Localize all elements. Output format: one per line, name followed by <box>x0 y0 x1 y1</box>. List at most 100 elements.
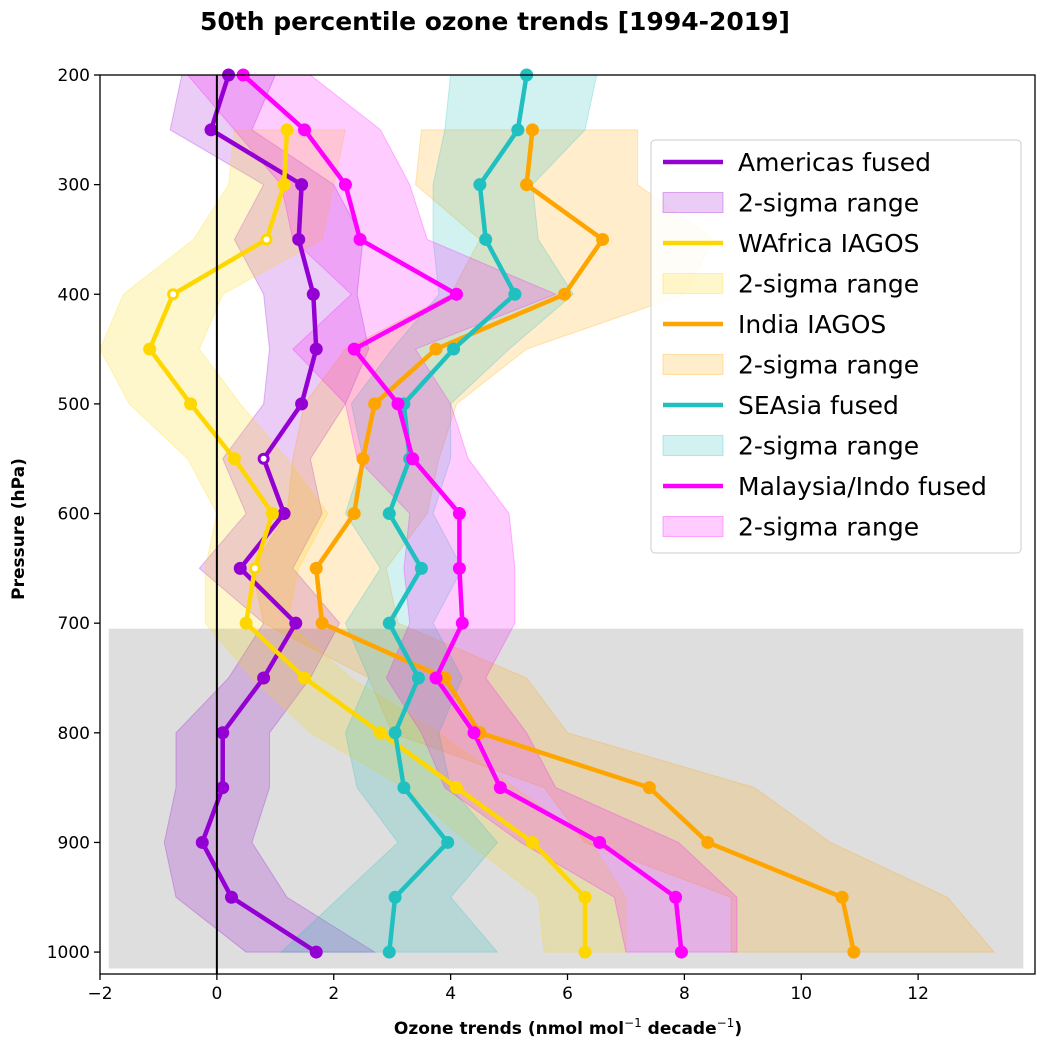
india-iagos-point <box>835 890 849 904</box>
americas-fused-point <box>216 781 230 795</box>
y-axis-label: Pressure (hPa) <box>9 458 29 600</box>
wafrica-iagos-line <box>147 127 588 955</box>
axes: −2 0 2 4 6 8 10 12 200 300 400 500 600 700 800 900 1000 <box>47 66 1036 1004</box>
india-iagos-point <box>347 507 361 521</box>
chart-title: 50th percentile ozone trends [1994-2019] <box>200 7 790 36</box>
americas-fused-band-legend-swatch <box>662 192 724 213</box>
americas-fused-point <box>289 616 303 630</box>
x-tick-label: −2 <box>87 984 112 1004</box>
wafrica-iagos-sigma-band <box>99 129 627 953</box>
seasia-fused-point <box>508 287 522 301</box>
india-iagos-point <box>309 561 323 575</box>
x-tick-label: 6 <box>562 984 573 1004</box>
wafrica-iagos-point <box>260 233 273 246</box>
malaysia-indo-fused-band-legend-swatch <box>662 516 724 537</box>
seasia-fused-point <box>414 561 428 575</box>
wafrica-iagos-band-legend-label: 2-sigma range <box>738 270 919 299</box>
india-iagos-line <box>313 127 857 955</box>
seasia-fused-band-legend-label: 2-sigma range <box>738 432 919 461</box>
americas-fused-point <box>277 507 291 521</box>
india-iagos-legend-label: India IAGOS <box>738 310 886 339</box>
americas-fused-point <box>224 890 238 904</box>
india-iagos-point <box>596 232 610 246</box>
seasia-fused-legend-label: SEAsia fused <box>738 391 899 420</box>
seasia-fused-point <box>479 232 493 246</box>
wafrica-iagos-point <box>578 945 592 959</box>
seasia-fused-point <box>511 123 525 137</box>
shaded-region <box>108 628 1024 969</box>
wafrica-iagos-legend-label: WAfrica IAGOS <box>738 229 920 258</box>
malaysia-indo-fused-legend-label: Malaysia/Indo fused <box>738 472 987 501</box>
legend: Americas fused 2-sigma range WAfrica IAGOS… <box>650 139 1022 554</box>
americas-fused-point <box>295 178 309 192</box>
y-tick-label: 600 <box>58 505 90 525</box>
americas-fused-point <box>257 452 270 465</box>
americas-fused-point <box>309 342 323 356</box>
malaysia-indo-fused-point <box>455 616 469 630</box>
seasia-fused-point <box>388 726 402 740</box>
india-iagos-band-legend-swatch <box>662 354 724 375</box>
x-tick-label: 10 <box>790 984 812 1004</box>
malaysia-indo-fused-point <box>669 890 683 904</box>
y-tick-label: 800 <box>58 724 90 744</box>
india-iagos-sigma-band <box>251 129 996 953</box>
x-axis-label: Ozone trends (nmol mol−1 decade−1) <box>394 1016 742 1039</box>
y-tick-label: 700 <box>58 614 90 634</box>
wafrica-iagos-point <box>248 562 261 575</box>
india-iagos-point <box>520 178 534 192</box>
americas-fused-point <box>204 123 218 137</box>
india-iagos-point <box>701 835 715 849</box>
india-iagos-point <box>847 945 861 959</box>
seasia-fused-band-legend-swatch <box>662 435 724 456</box>
x-tick-label: 12 <box>907 984 929 1004</box>
malaysia-indo-fused-point <box>452 561 466 575</box>
seasia-fused-point <box>382 507 396 521</box>
x-tick-label: 0 <box>211 984 222 1004</box>
y-tick-label: 200 <box>58 66 90 86</box>
seasia-fused-point <box>447 342 461 356</box>
malaysia-indo-fused-point <box>674 945 688 959</box>
wafrica-iagos-point <box>184 397 198 411</box>
wafrica-iagos-point <box>280 123 294 137</box>
y-tick-label: 300 <box>58 176 90 196</box>
wafrica-iagos-point <box>374 726 387 740</box>
malaysia-indo-fused-band-legend-label: 2-sigma range <box>738 513 919 542</box>
y-tick-label: 500 <box>58 395 90 415</box>
india-iagos-point <box>315 616 329 630</box>
series-markers <box>143 68 861 959</box>
americas-fused-point <box>233 561 247 575</box>
seasia-fused-point <box>382 616 396 630</box>
india-iagos-point <box>368 397 382 411</box>
x-tick-label: 4 <box>445 984 456 1004</box>
india-iagos-point <box>558 287 572 301</box>
wafrica-iagos-point <box>239 616 253 630</box>
malaysia-indo-fused-point <box>338 178 352 192</box>
x-tick-label: 8 <box>679 984 690 1004</box>
india-iagos-point <box>429 342 443 356</box>
seasia-fused-point <box>441 835 455 849</box>
seasia-fused-point <box>382 945 396 959</box>
americas-fused-point <box>257 671 271 685</box>
wafrica-iagos-band-legend-swatch <box>662 273 724 294</box>
americas-fused-point <box>295 397 309 411</box>
malaysia-indo-fused-point <box>391 397 405 411</box>
americas-fused-band-legend-label: 2-sigma range <box>738 189 919 218</box>
seasia-fused-point <box>473 178 487 192</box>
americas-fused-point <box>195 835 209 849</box>
malaysia-indo-fused-point <box>298 123 312 137</box>
malaysia-indo-fused-point <box>593 835 607 849</box>
malaysia-indo-fused-point <box>347 342 361 356</box>
seasia-fused-point <box>397 781 411 795</box>
legend-box <box>650 139 1022 554</box>
americas-fused-point <box>216 726 230 740</box>
wafrica-iagos-point <box>143 342 157 356</box>
wafrica-iagos-point <box>578 890 592 904</box>
malaysia-indo-fused-point <box>406 452 420 466</box>
malaysia-indo-fused-point <box>467 726 481 740</box>
americas-fused-point <box>306 287 320 301</box>
wafrica-iagos-point <box>298 671 312 685</box>
india-iagos-point <box>642 781 656 795</box>
x-tick-label: 2 <box>328 984 339 1004</box>
india-iagos-band-legend-label: 2-sigma range <box>738 351 919 380</box>
malaysia-indo-fused-point <box>493 781 507 795</box>
